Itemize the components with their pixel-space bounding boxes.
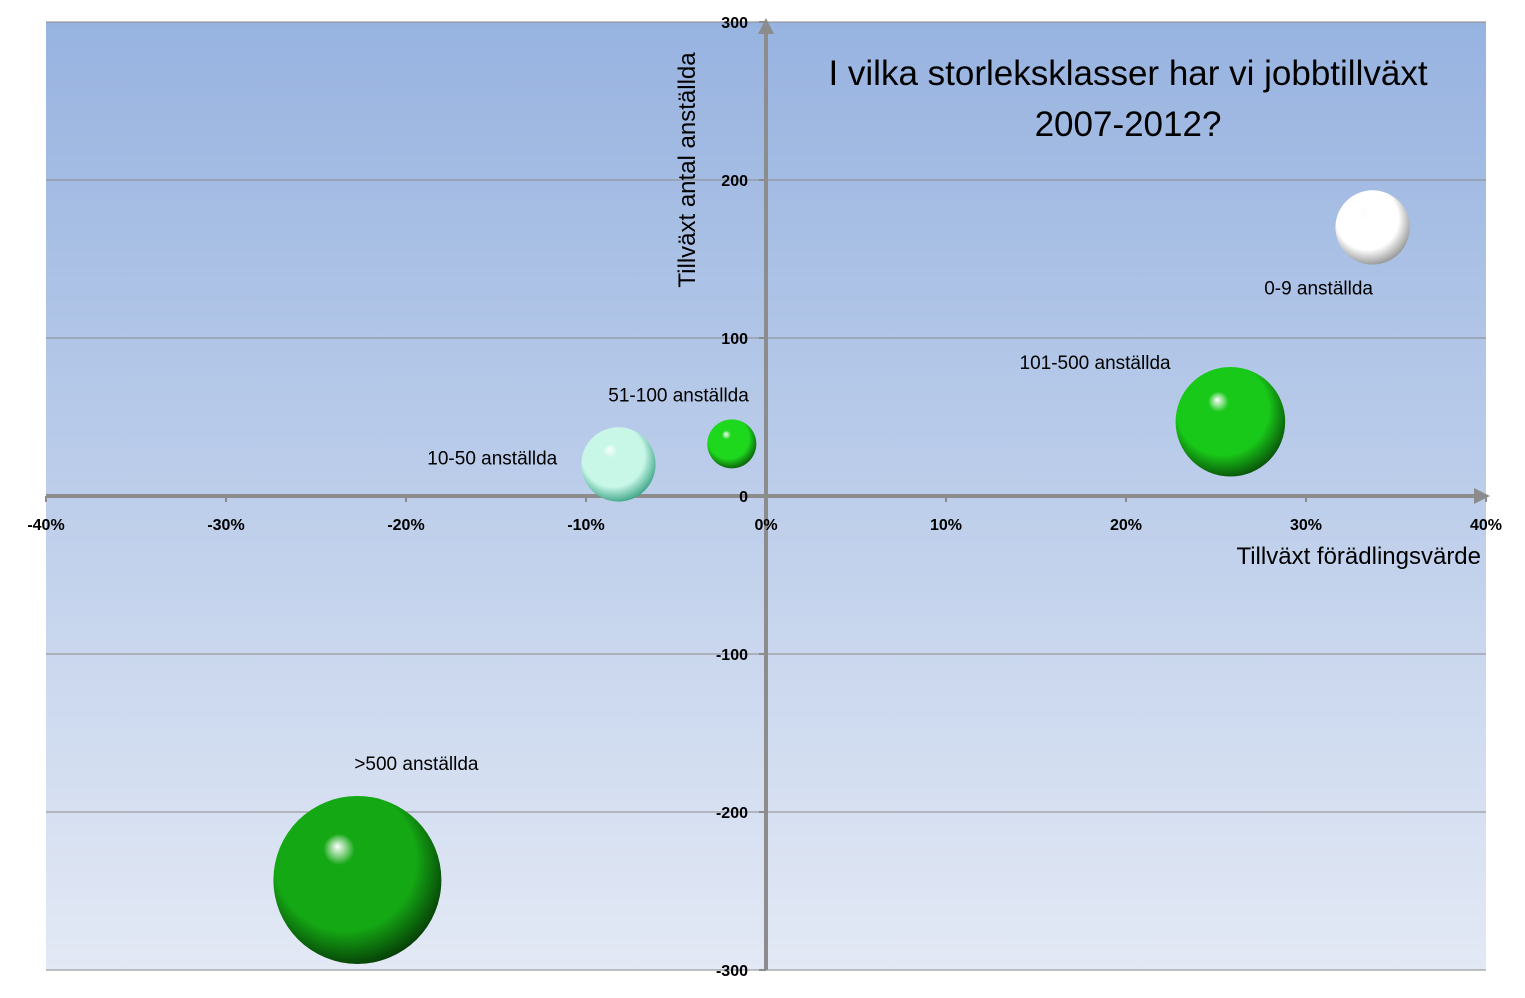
x-tick-label: -40% [27,517,64,534]
x-axis-title: Tillväxt förädlingsvärde [1236,543,1481,570]
x-tick-label: -10% [567,517,604,534]
y-tick-label: 0 [739,489,748,506]
x-tick-label: 20% [1110,517,1142,534]
bubble [581,427,656,502]
bubble [273,795,442,964]
y-tick-label: -100 [716,647,748,664]
tick-labels: -40% -30% -20% -10% 0% 10% 20% 30% 40% -300 -200 -1… [27,15,1502,980]
y-tick-label: -300 [716,963,748,980]
chart-title-line-2: 2007-2012? [1035,105,1222,144]
x-tick-label: -30% [207,517,244,534]
bubble-label: 0-9 anställda [1264,279,1373,300]
x-tick-label: 10% [930,517,962,534]
y-tick-label: 100 [721,331,748,348]
bubble [707,419,757,469]
x-tick-label: -20% [387,517,424,534]
x-tick-label: 0% [754,517,777,534]
titles: I vilka storleksklasser har vi jobbtillv… [674,52,1481,570]
x-tick-label: 40% [1470,517,1502,534]
y-axis-title: Tillväxt antal anställda [674,52,701,288]
axes [45,18,1490,971]
bubble-label: 10-50 anställda [427,448,557,469]
bubble-label: >500 anställda [354,754,479,775]
y-tick-label: 300 [721,15,748,32]
y-tick-label: 200 [721,173,748,190]
bubble [1335,190,1410,265]
bubble [1175,366,1286,477]
bubbles: 0-9 anställda 10-50 anställda 51-100 anstä… [273,190,1410,964]
y-tick-label: -200 [716,805,748,822]
bubble-label: 101-500 anställda [1020,353,1171,374]
bubble-label: 51-100 anställda [608,385,749,406]
x-tick-label: 30% [1290,517,1322,534]
chart-title-line-1: I vilka storleksklasser har vi jobbtillv… [828,54,1427,93]
